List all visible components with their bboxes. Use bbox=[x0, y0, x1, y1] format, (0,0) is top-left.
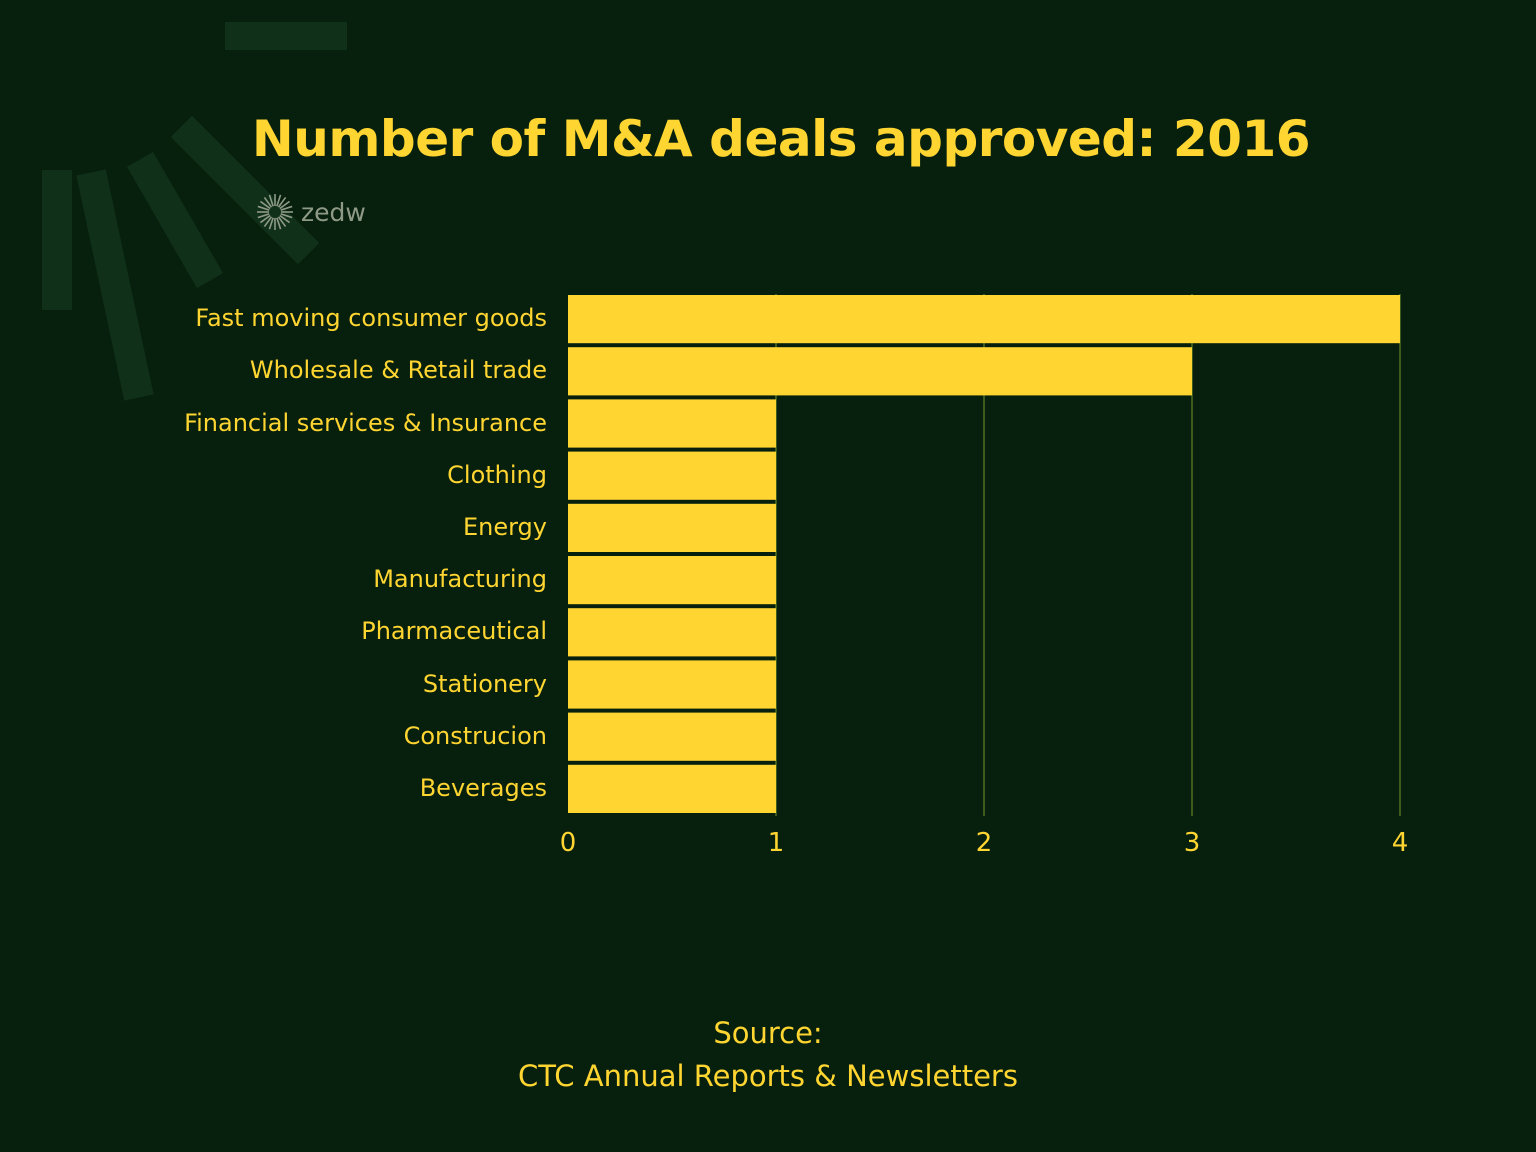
logo: zedw bbox=[255, 192, 366, 232]
category-label: Wholesale & Retail trade bbox=[249, 356, 547, 385]
bar bbox=[568, 608, 776, 657]
x-tick-label: 1 bbox=[767, 828, 785, 858]
bar bbox=[568, 712, 776, 761]
source-text: CTC Annual Reports & Newsletters bbox=[518, 1059, 1018, 1093]
chart-title: Number of M&A deals approved: 2016 bbox=[251, 110, 1311, 168]
category-label: Beverages bbox=[419, 773, 547, 802]
bar bbox=[568, 660, 776, 709]
category-label: Energy bbox=[462, 512, 547, 541]
bar bbox=[568, 347, 1192, 396]
bar bbox=[568, 556, 776, 605]
x-tick-label: 3 bbox=[1183, 828, 1201, 858]
sunburst-icon bbox=[257, 194, 293, 230]
category-label: Construcion bbox=[403, 721, 547, 750]
category-label: Clothing bbox=[447, 460, 547, 489]
category-label: Manufacturing bbox=[373, 565, 547, 594]
source-label: Source: bbox=[713, 1016, 823, 1050]
category-label: Fast moving consumer goods bbox=[195, 304, 547, 333]
category-label: Financial services & Insurance bbox=[184, 408, 547, 437]
bar bbox=[568, 399, 776, 448]
category-label: Pharmaceutical bbox=[361, 617, 547, 646]
bar bbox=[568, 764, 776, 813]
bar bbox=[568, 295, 1400, 344]
bar bbox=[568, 503, 776, 552]
x-tick-label: 0 bbox=[559, 828, 577, 858]
decorative-ray bbox=[42, 170, 72, 310]
logo-text: zedw bbox=[301, 197, 366, 227]
x-tick-label: 4 bbox=[1391, 828, 1409, 858]
decorative-ray bbox=[225, 22, 347, 50]
x-tick-label: 2 bbox=[975, 828, 993, 858]
bar bbox=[568, 451, 776, 500]
source-note: Source: CTC Annual Reports & Newsletters bbox=[0, 1012, 1536, 1098]
category-label: Stationery bbox=[422, 669, 547, 698]
